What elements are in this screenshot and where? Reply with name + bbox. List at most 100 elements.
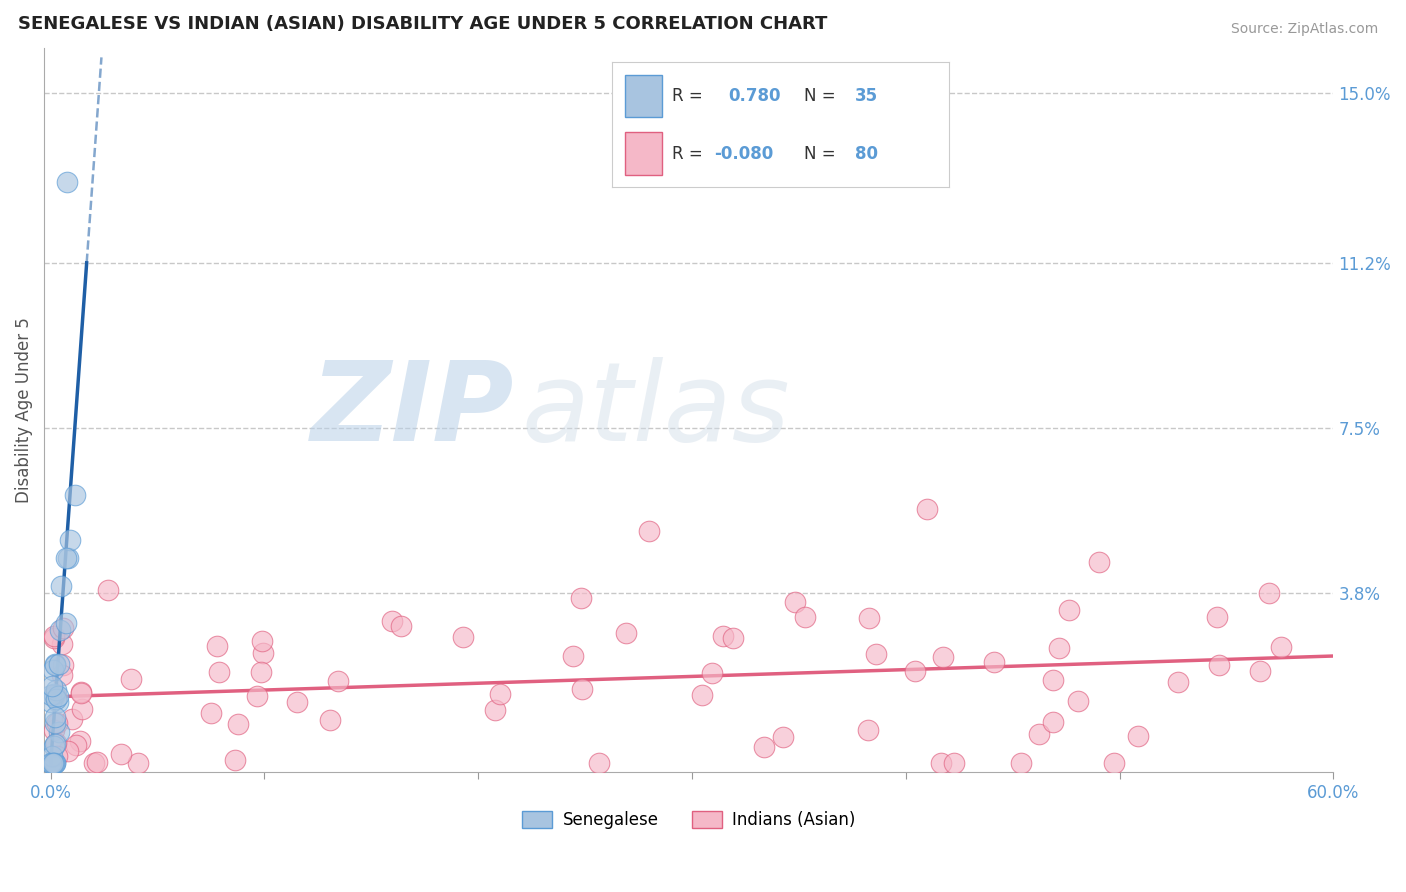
Point [44, 657, 66, 672]
Point [865, 647, 887, 661]
Point [1047, 640, 1070, 655]
Point [59, 533, 82, 547]
Point [42, 739, 65, 753]
Point [1167, 674, 1189, 689]
Point [41, 663, 63, 677]
Point [44, 723, 66, 738]
Point [721, 631, 744, 645]
Point [754, 739, 776, 754]
Point [49, 578, 72, 592]
Point [711, 629, 734, 643]
Point [58, 744, 80, 758]
Point [1059, 603, 1081, 617]
Point [1028, 727, 1050, 741]
Point [42, 756, 65, 771]
Point [55, 550, 77, 565]
Point [56, 551, 79, 566]
Point [285, 695, 308, 709]
Point [41, 756, 63, 771]
Text: R =: R = [672, 145, 709, 162]
Text: ZIP: ZIP [311, 357, 515, 464]
Point [1206, 609, 1229, 624]
Point [52, 658, 75, 673]
Point [561, 648, 583, 663]
Point [1010, 756, 1032, 771]
Point [65, 738, 87, 752]
Point [1126, 729, 1149, 743]
Point [41, 756, 63, 771]
Point [319, 713, 342, 727]
Point [41, 749, 63, 764]
Point [205, 639, 228, 653]
Point [45, 682, 67, 697]
Point [1270, 640, 1292, 654]
Point [42, 756, 65, 771]
Point [45, 692, 67, 706]
Text: 0.780: 0.780 [728, 87, 780, 105]
Point [60, 712, 83, 726]
Point [772, 730, 794, 744]
Point [245, 689, 267, 703]
Point [41, 756, 63, 771]
Point [46, 695, 69, 709]
Point [700, 665, 723, 680]
FancyBboxPatch shape [626, 132, 662, 175]
Point [856, 723, 879, 737]
Point [55, 616, 77, 631]
Point [858, 611, 880, 625]
Text: SENEGALESE VS INDIAN (ASIAN) DISABILITY AGE UNDER 5 CORRELATION CHART: SENEGALESE VS INDIAN (ASIAN) DISABILITY … [18, 15, 828, 33]
Point [571, 682, 593, 697]
Point [690, 688, 713, 702]
Text: atlas: atlas [522, 357, 790, 464]
Point [97, 583, 120, 598]
Point [614, 626, 637, 640]
Point [44, 687, 66, 701]
Point [48, 725, 70, 739]
Point [915, 501, 938, 516]
Point [39, 688, 62, 702]
Text: 80: 80 [855, 145, 877, 162]
Point [52, 621, 75, 635]
Point [904, 665, 927, 679]
Point [250, 665, 273, 679]
Text: N =: N = [804, 87, 841, 105]
Point [41, 680, 63, 694]
Point [44, 756, 66, 771]
Point [943, 756, 966, 771]
FancyBboxPatch shape [626, 75, 662, 118]
Text: 35: 35 [855, 87, 877, 105]
Point [932, 649, 955, 664]
Point [110, 747, 132, 761]
Point [1249, 664, 1271, 678]
Point [70, 685, 93, 699]
Point [389, 619, 412, 633]
Legend: Senegalese, Indians (Asian): Senegalese, Indians (Asian) [516, 805, 862, 836]
Point [44, 710, 66, 724]
Point [44, 657, 66, 671]
Point [63, 488, 86, 502]
Point [1088, 555, 1111, 569]
Point [51, 637, 73, 651]
Point [83, 756, 105, 771]
Text: Source: ZipAtlas.com: Source: ZipAtlas.com [1230, 22, 1378, 37]
Point [224, 753, 246, 767]
Point [983, 655, 1005, 669]
Text: -0.080: -0.080 [714, 145, 773, 162]
Point [86, 755, 108, 769]
Point [208, 665, 231, 679]
Point [785, 595, 807, 609]
Point [46, 716, 69, 731]
Point [1208, 657, 1230, 672]
Point [794, 610, 817, 624]
Point [39, 695, 62, 709]
Point [42, 629, 65, 643]
Point [250, 634, 273, 648]
Point [252, 646, 274, 660]
Point [381, 614, 404, 628]
Point [55, 176, 77, 190]
Point [45, 736, 67, 750]
Point [1042, 673, 1064, 687]
Text: R =: R = [672, 87, 714, 105]
Point [39, 756, 62, 771]
Point [70, 702, 93, 716]
